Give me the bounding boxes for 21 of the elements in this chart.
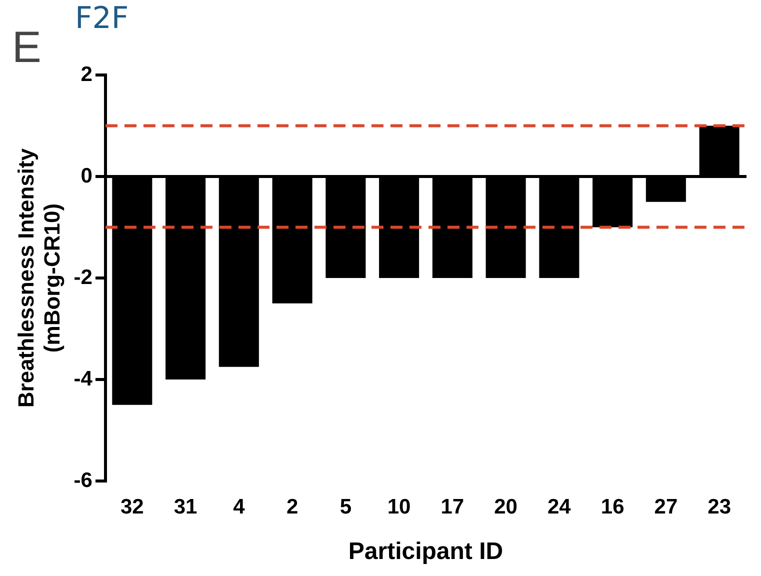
x-tick-label: 23 [708,495,731,518]
y-tick-label: -4 [74,367,93,390]
x-tick-label: 27 [654,495,678,518]
x-tick-label: 31 [174,495,198,518]
x-tick-label: 32 [120,495,144,518]
x-axis-title: Participant ID [348,538,504,566]
x-tick-label: 24 [548,495,572,518]
x-tick-label: 2 [286,495,298,518]
text: E [12,23,42,72]
y-tick-label: 2 [80,62,92,86]
y-axis-title: Breathlessness Intensity (mBorg-CR10) [13,148,65,408]
x-tick-label: 16 [600,495,624,518]
x-tick-label: 10 [387,495,411,518]
y-tick-label: -2 [74,266,92,289]
y-tick-label: 0 [80,164,92,188]
x-tick-label: 5 [340,495,352,518]
x-tick-label: 4 [233,495,246,518]
x-tick-label: 17 [440,495,464,518]
chart-title: F2F [75,1,129,36]
y-tick-label: -6 [74,468,92,492]
x-tick-label: 20 [494,495,518,518]
